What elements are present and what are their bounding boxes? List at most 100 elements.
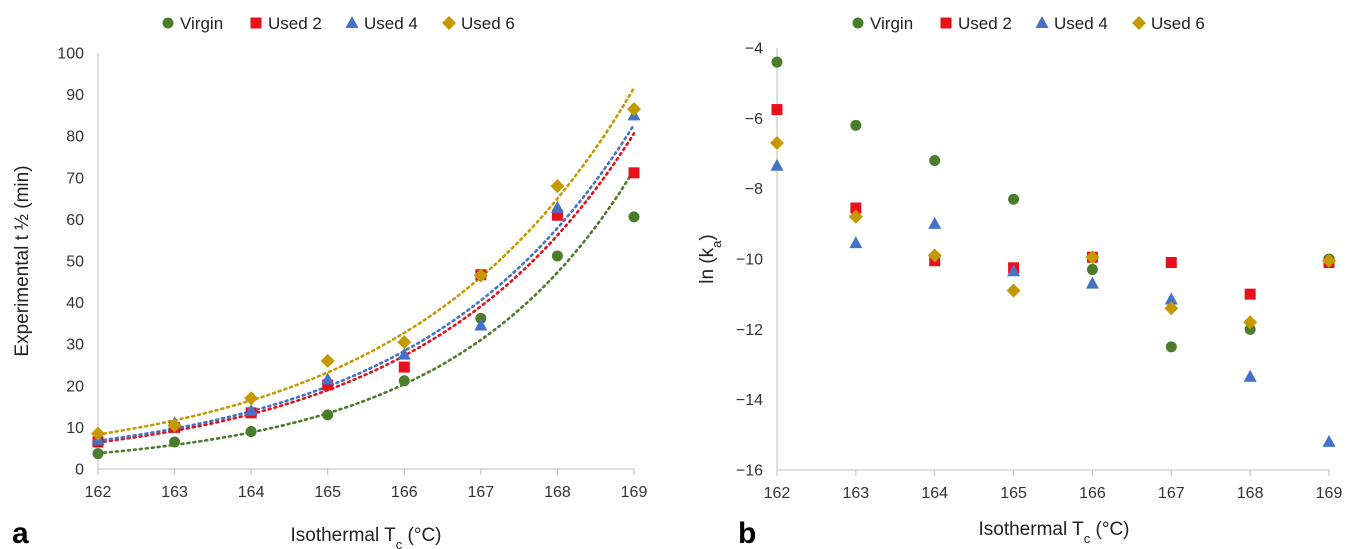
data-point [550, 179, 565, 194]
y-tick-label: 30 [66, 337, 84, 354]
data-point [91, 426, 105, 441]
x-axis-label: Isothermal Tc (°C) [978, 519, 1129, 546]
data-point [1085, 276, 1099, 289]
legend-label: Used 4 [1054, 14, 1108, 33]
legend-marker [162, 17, 174, 29]
trendline-used-4 [96, 123, 636, 442]
data-point [1243, 369, 1257, 382]
data-point [928, 216, 942, 229]
data-point [927, 248, 942, 263]
data-point [397, 347, 411, 360]
y-tick-label: 60 [66, 212, 84, 229]
data-point [627, 102, 641, 117]
data-point [1164, 301, 1179, 316]
y-tick-label: −8 [745, 181, 763, 198]
legend-label: Virgin [180, 14, 223, 33]
data-point [848, 209, 863, 224]
legend-entry: Used 4 [345, 14, 418, 33]
legend-entry: Used 2 [940, 14, 1012, 33]
x-tick-label: 169 [621, 484, 648, 501]
data-point [550, 200, 564, 213]
chart-panel-a: 162 163 164 165 166 167 168 169 0 10 20 30 40 50 60 70 8… [12, 14, 647, 549]
x-tick-label: 165 [1000, 485, 1027, 502]
legend-entry: Used 6 [442, 14, 515, 33]
data-point [551, 209, 563, 221]
data-point [92, 448, 104, 460]
y-axis-label: Experimental t ½ (min) [12, 165, 33, 356]
y-tick-label: −14 [736, 392, 763, 409]
data-point [1165, 341, 1177, 353]
data-point [321, 372, 335, 385]
y-tick-label: −16 [736, 463, 763, 480]
data-point [244, 391, 259, 406]
x-tick-label: 162 [764, 485, 791, 502]
y-tick-label: −10 [736, 252, 763, 269]
legend-marker [1035, 16, 1049, 28]
y-tick-label: 0 [75, 462, 84, 479]
x-tick-label: 164 [238, 484, 265, 501]
y-tick-label: 90 [66, 87, 84, 104]
data-point [850, 119, 862, 131]
data-point [1322, 253, 1336, 268]
data-point [1244, 288, 1256, 300]
data-point [1006, 283, 1021, 298]
y-tick-label: −6 [745, 111, 763, 128]
series-used-6 [770, 135, 1336, 330]
x-tick-label: 163 [161, 484, 188, 501]
data-point [167, 418, 182, 433]
data-point [551, 250, 563, 262]
data-point [1164, 292, 1178, 305]
x-axis-label: Isothermal Tc (°C) [290, 525, 441, 549]
legend-label: Used 2 [268, 14, 322, 33]
data-point [628, 211, 640, 223]
series-used-2 [771, 104, 1335, 300]
data-point [850, 202, 862, 214]
legend-entry: Virgin [162, 14, 223, 33]
data-point [929, 155, 941, 167]
data-point [1244, 323, 1256, 335]
panel-letter: a [12, 517, 29, 549]
data-point [849, 236, 863, 249]
data-point [1007, 264, 1021, 277]
legend-entry: Used 6 [1132, 14, 1205, 33]
series-used-6 [91, 102, 641, 441]
chart-panel-b: 162 163 164 165 166 167 168 169 −16 −14 −12 −10 −8 −6… [697, 14, 1342, 549]
series-used-4 [770, 158, 1336, 447]
data-point [169, 436, 181, 448]
data-point [245, 426, 257, 438]
legend-marker [442, 16, 456, 30]
trendline-used-6 [96, 86, 636, 436]
x-tick-label: 165 [314, 484, 341, 501]
data-point [1322, 434, 1336, 447]
data-point [1165, 257, 1177, 269]
legend-marker [852, 17, 864, 29]
y-tick-label: 80 [66, 129, 84, 146]
x-tick-label: 166 [1079, 485, 1106, 502]
data-point [628, 167, 640, 179]
x-tick-label: 169 [1316, 485, 1343, 502]
data-point [322, 409, 334, 421]
data-point [244, 403, 258, 416]
data-point [771, 104, 783, 116]
trendline-used-2 [96, 132, 636, 444]
trendline-virgin [96, 168, 636, 455]
data-point [473, 268, 488, 283]
legend-marker [345, 16, 359, 28]
legend-label: Used 6 [461, 14, 515, 33]
data-point [771, 56, 783, 68]
x-tick-label: 168 [544, 484, 571, 501]
x-tick-label: 168 [1237, 485, 1264, 502]
legend-marker [940, 17, 952, 29]
y-tick-label: −12 [736, 322, 763, 339]
data-point [474, 318, 488, 331]
y-tick-label: 50 [66, 254, 84, 271]
x-tick-label: 164 [921, 485, 948, 502]
data-point [398, 375, 410, 387]
legend-entry: Virgin [852, 14, 913, 33]
data-point [1085, 250, 1100, 265]
data-point [1008, 193, 1020, 205]
y-tick-label: 100 [57, 46, 84, 63]
legend-marker [1132, 16, 1146, 30]
data-point [322, 379, 334, 391]
